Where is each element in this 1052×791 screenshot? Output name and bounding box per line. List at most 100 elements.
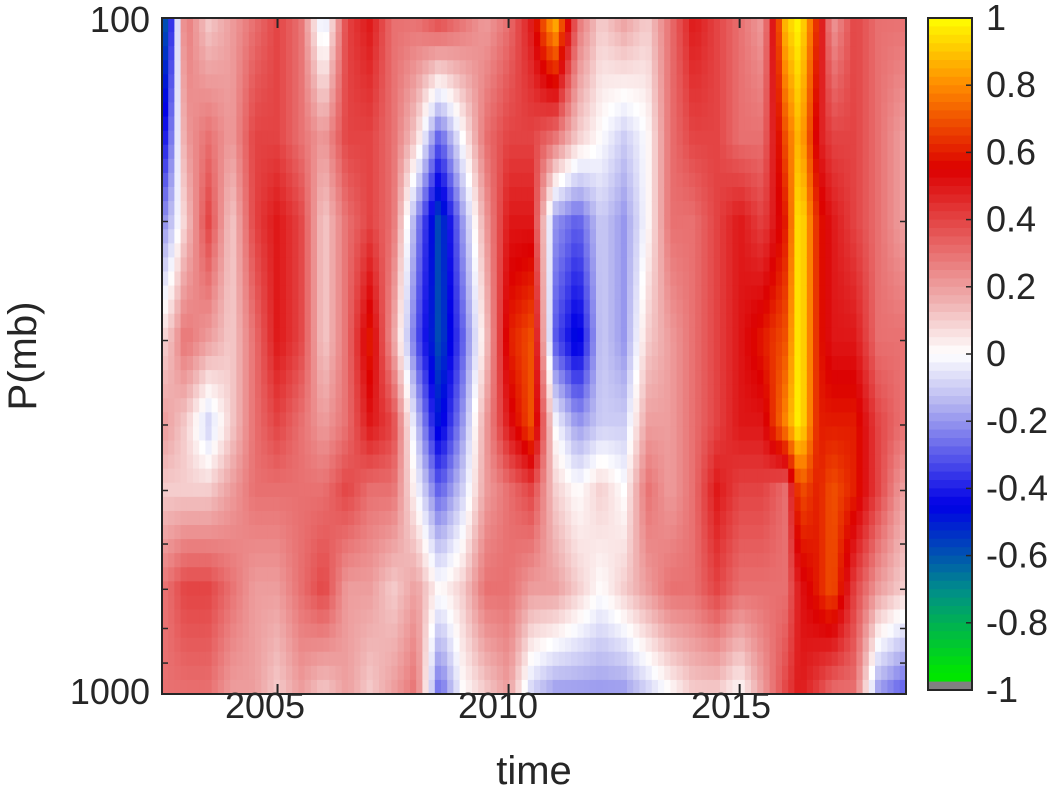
- heatmap-cell: [633, 327, 640, 343]
- heatmap-cell: [620, 679, 628, 695]
- heatmap-cell: [416, 567, 423, 582]
- heatmap-cell: [416, 496, 423, 512]
- heatmap-cell: [366, 299, 374, 315]
- heatmap-cell: [620, 60, 628, 75]
- heatmap-cell: [726, 595, 733, 611]
- heatmap-cell: [670, 454, 678, 470]
- heatmap-cell: [335, 539, 343, 554]
- heatmap-cell: [298, 158, 306, 174]
- heatmap-cell: [608, 679, 616, 695]
- heatmap-cell: [366, 187, 374, 202]
- heatmap-cell: [298, 201, 306, 216]
- heatmap-cell: [583, 539, 591, 554]
- heatmap-cell: [348, 454, 355, 470]
- heatmap-cell: [193, 637, 200, 653]
- heatmap-cell: [775, 426, 783, 442]
- heatmap-cell: [744, 116, 752, 132]
- heatmap-cell: [304, 187, 312, 202]
- heatmap-cell: [205, 581, 213, 597]
- heatmap-cell: [230, 637, 237, 653]
- heatmap-cell: [484, 398, 492, 413]
- heatmap-cell: [558, 172, 566, 188]
- heatmap-cell: [670, 356, 678, 371]
- heatmap-cell: [695, 679, 702, 695]
- heatmap-cell: [329, 398, 337, 413]
- heatmap-cell: [391, 539, 399, 554]
- heatmap-cell: [286, 553, 293, 568]
- heatmap-cell: [230, 299, 237, 315]
- heatmap-cell: [211, 370, 219, 385]
- heatmap-cell: [335, 172, 343, 188]
- heatmap-cell: [298, 299, 306, 315]
- heatmap-cell: [509, 201, 516, 216]
- heatmap-cell: [509, 412, 516, 428]
- heatmap-cell: [199, 18, 206, 33]
- heatmap-cell: [695, 440, 702, 456]
- heatmap-cell: [521, 651, 529, 667]
- heatmap-cell: [441, 482, 448, 498]
- heatmap-cell: [639, 215, 647, 230]
- heatmap-cell: [546, 525, 554, 540]
- heatmap-cell: [441, 595, 448, 611]
- heatmap-cell: [515, 412, 523, 428]
- heatmap-cell: [695, 144, 702, 160]
- heatmap-cell: [769, 454, 777, 470]
- heatmap-cell: [800, 60, 808, 75]
- heatmap-cell: [620, 257, 628, 273]
- heatmap-cell: [459, 679, 467, 695]
- heatmap-cell: [720, 88, 727, 104]
- heatmap-cell: [273, 271, 281, 287]
- heatmap-cell: [261, 144, 268, 160]
- heatmap-cell: [348, 341, 355, 357]
- heatmap-cell: [509, 595, 516, 611]
- heatmap-cell: [769, 384, 777, 399]
- heatmap-cell: [329, 32, 337, 47]
- heatmap-cell: [162, 74, 169, 90]
- heatmap-cell: [676, 201, 684, 216]
- heatmap-cell: [726, 18, 733, 33]
- heatmap-cell: [639, 384, 647, 399]
- heatmap-cell: [565, 595, 572, 611]
- heatmap-cell: [577, 32, 585, 47]
- heatmap-cell: [651, 18, 659, 33]
- heatmap-cell: [465, 637, 473, 653]
- heatmap-cell: [620, 426, 628, 442]
- heatmap-cell: [242, 327, 250, 343]
- heatmap-cell: [354, 327, 361, 343]
- heatmap-cell: [279, 116, 287, 132]
- heatmap-cell: [360, 229, 368, 244]
- heatmap-cell: [286, 665, 293, 681]
- heatmap-cell: [335, 341, 343, 357]
- heatmap-cell: [168, 299, 175, 315]
- heatmap-cell: [751, 18, 758, 33]
- heatmap-cell: [701, 398, 709, 413]
- heatmap-cell: [341, 454, 349, 470]
- heatmap-cell: [304, 243, 312, 259]
- heatmap-cell: [682, 553, 690, 568]
- heatmap-cell: [602, 116, 609, 132]
- heatmap-cell: [558, 285, 566, 301]
- heatmap-cell: [230, 215, 237, 230]
- heatmap-cell: [348, 609, 355, 625]
- heatmap-cell: [224, 201, 231, 216]
- heatmap-cell: [230, 398, 237, 413]
- heatmap-cell: [304, 609, 312, 625]
- heatmap-cell: [416, 60, 423, 75]
- heatmap-cell: [397, 581, 405, 597]
- heatmap-cell: [503, 116, 510, 132]
- heatmap-cell: [577, 567, 585, 582]
- heatmap-cell: [360, 454, 368, 470]
- heatmap-cell: [348, 567, 355, 582]
- heatmap-cell: [416, 327, 423, 343]
- heatmap-cell: [534, 581, 541, 597]
- heatmap-cell: [744, 172, 752, 188]
- heatmap-cell: [670, 74, 678, 90]
- heatmap-cell: [261, 581, 268, 597]
- heatmap-cell: [496, 581, 504, 597]
- heatmap-cell: [546, 679, 554, 695]
- heatmap-cell: [602, 637, 609, 653]
- heatmap-cell: [360, 384, 368, 399]
- heatmap-cell: [391, 88, 399, 104]
- heatmap-cell: [168, 285, 175, 301]
- heatmap-cell: [558, 651, 566, 667]
